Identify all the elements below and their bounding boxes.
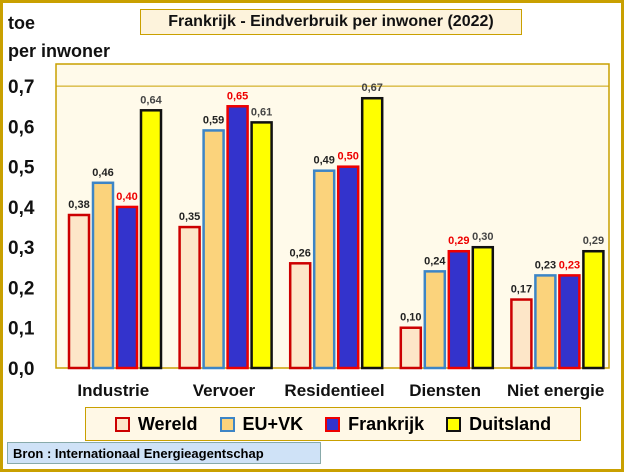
data-label: 0,26 [289,247,310,259]
x-tick-label: Diensten [409,381,481,400]
y-tick-label: 0,4 [8,198,35,219]
legend-label: Wereld [137,413,198,434]
data-label: 0,23 [559,259,580,271]
bar-eu-vk [91,181,115,370]
legend-item: Duitsland [446,414,551,435]
y-tick-label: 0,7 [8,77,34,98]
bar-duitsland [582,249,605,370]
data-label: 0,23 [535,259,556,271]
x-tick-label: Niet energie [507,381,604,400]
data-label: 0,38 [68,199,89,211]
bar-eu-vk [423,270,447,370]
legend-item: Frankrijk [325,414,424,435]
legend-item: EU+VK [219,413,304,435]
bar-wereld [399,326,423,370]
bar-eu-vk [312,169,336,370]
data-label: 0,30 [472,231,493,243]
legend-swatch [219,416,235,432]
bar-duitsland [250,121,273,370]
y-tick-label: 0,2 [8,278,34,299]
legend-swatch [114,416,130,432]
chart-title: Frankrijk - Eindverbruik per inwoner (20… [140,9,522,35]
y-tick-label: 0,3 [8,238,34,259]
bar-wereld [288,262,312,370]
data-label: 0,17 [511,284,532,296]
data-label: 0,59 [203,114,224,126]
x-tick-label: Industrie [77,381,149,400]
y-tick-label: 0,1 [8,319,35,340]
data-label: 0,29 [583,235,604,247]
data-label: 0,10 [400,312,421,324]
data-label: 0,40 [116,191,137,203]
bar-eu-vk [202,129,225,370]
bar-frankrijk [115,205,139,370]
legend-swatch [325,416,341,432]
y-axis-label-per: per inwoner [8,41,111,61]
data-label: 0,29 [448,235,469,247]
bar-frankrijk [558,274,581,370]
data-label: 0,64 [140,94,162,106]
bar-eu-vk [534,274,557,370]
x-tick-label: Vervoer [193,381,256,400]
data-label: 0,61 [251,106,272,118]
bar-duitsland [360,96,384,370]
legend-label: Frankrijk [348,413,425,434]
legend-label: Duitsland [469,413,552,434]
bar-frankrijk [447,249,471,370]
data-label: 0,67 [361,82,382,94]
bar-duitsland [139,109,163,370]
bar-frankrijk [336,165,360,370]
y-tick-label: 0,6 [8,117,34,138]
data-label: 0,46 [92,167,113,179]
data-label: 0,50 [337,151,358,163]
legend-swatch [446,416,462,432]
data-label: 0,49 [313,155,334,167]
y-axis-label-unit: toe [8,13,35,33]
bar-wereld [178,225,201,370]
y-tick-label: 0,0 [8,359,34,380]
legend-item: Wereld [114,413,198,435]
y-tick-label: 0,5 [8,158,35,179]
legend: Wereld EU+VK Frankrijk Duitsland [85,407,581,441]
legend-label: EU+VK [242,413,304,434]
data-label: 0,24 [424,255,446,267]
data-label: 0,65 [227,90,248,102]
bar-wereld [67,213,91,370]
bar-wereld [510,298,533,370]
data-label: 0,35 [179,211,200,223]
source-note: Bron : Internationaal Energieagentschap [7,442,321,464]
bar-chart: 0,0 0,1 0,2 0,3 0,4 0,5 0,6 0,7 Industrie 0,38 0,4… [8,63,610,400]
x-tick-label: Residentieel [284,381,384,400]
bar-duitsland [471,245,495,370]
bar-frankrijk [226,105,249,370]
